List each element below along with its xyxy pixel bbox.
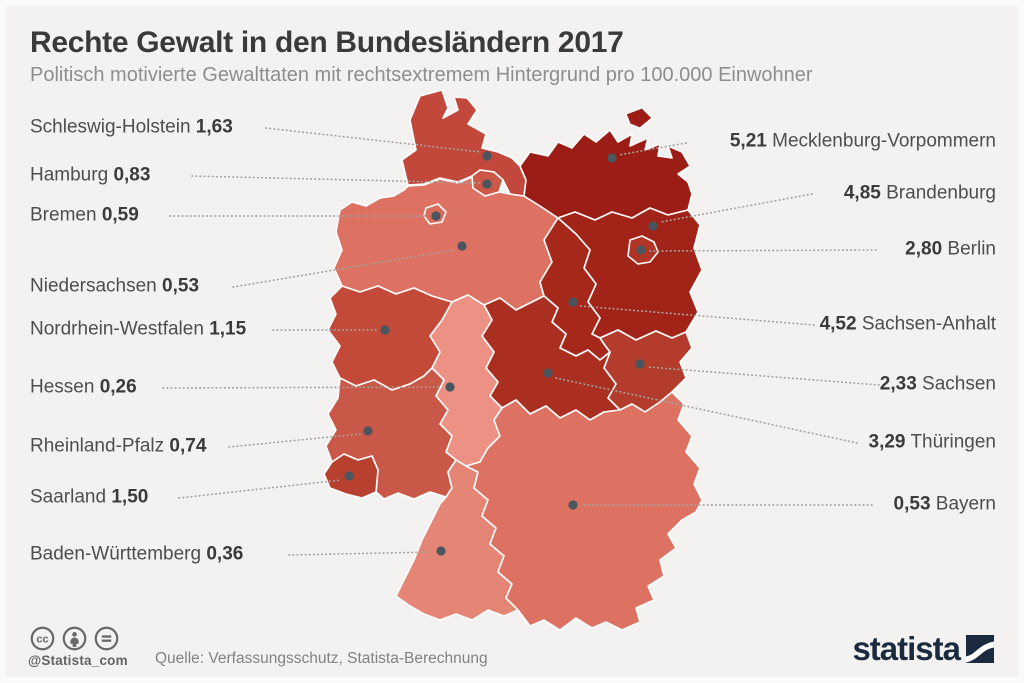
state-dot-hamburg: [482, 179, 492, 189]
state-value: 2,80: [905, 238, 943, 260]
svg-text:cc: cc: [36, 633, 48, 645]
leader-line-schleswig-holstein: [265, 127, 482, 153]
state-name: Mecklenburg-Vorpommern: [772, 130, 996, 152]
state-dot-nordrhein-westfalen: [380, 325, 390, 335]
state-name: Nordrhein-Westfalen: [30, 318, 204, 340]
license-icons: cc: [30, 626, 119, 651]
leader-line-baden-wuerttemberg: [288, 551, 433, 556]
state-label-hessen: Hessen 0,26: [30, 376, 137, 399]
state-name: Brandenburg: [886, 182, 996, 204]
leader-line-berlin: [649, 249, 877, 252]
subtitle: Politisch motivierte Gewalttaten mit rec…: [30, 64, 813, 86]
state-name: Hamburg: [30, 164, 109, 186]
state-label-saarland: Saarland 1,50: [30, 486, 149, 509]
state-label-bremen: Bremen 0,59: [30, 204, 139, 227]
cc-attribution-icon: [62, 626, 87, 651]
state-dot-hessen: [445, 382, 455, 392]
state-name: Sachsen-Anhalt: [861, 313, 996, 335]
state-label-hamburg: Hamburg 0,83: [30, 164, 151, 187]
state-value: 1,50: [111, 486, 149, 508]
leader-line-hessen: [162, 386, 442, 389]
state-dot-niedersachsen: [457, 241, 467, 251]
statista-logo-text: statista: [852, 630, 961, 667]
state-label-brandenburg: 4,85 Brandenburg: [843, 182, 996, 205]
state-islands-mecklenburg-vorpommern: [625, 107, 653, 129]
state-label-bayern: 0,53 Bayern: [893, 493, 996, 516]
state-dot-saarland: [344, 471, 354, 481]
state-value: 3,29: [868, 431, 906, 453]
state-shape-schleswig-holstein: [401, 89, 527, 197]
state-dot-bayern: [568, 500, 578, 510]
state-dot-schleswig-holstein: [482, 151, 492, 161]
state-name: Hessen: [30, 376, 95, 398]
state-name: Thüringen: [910, 431, 996, 453]
state-name: Berlin: [947, 238, 996, 260]
state-value: 4,52: [819, 313, 857, 335]
leader-line-brandenburg: [660, 193, 813, 223]
state-value: 0,83: [113, 164, 151, 186]
state-dot-brandenburg: [648, 221, 658, 231]
state-name: Sachsen: [922, 373, 996, 395]
state-label-rheinland-pfalz: Rheinland-Pfalz 0,74: [30, 435, 207, 458]
state-label-sachsen: 2,33 Sachsen: [879, 373, 996, 396]
leader-line-mecklenburg-vorpommern: [618, 142, 687, 156]
state-name: Niedersachsen: [30, 275, 157, 297]
state-shape-bayern: [465, 391, 703, 631]
state-label-nordrhein-westfalen: Nordrhein-Westfalen 1,15: [30, 318, 247, 341]
state-label-sachsen-anhalt: 4,52 Sachsen-Anhalt: [819, 313, 996, 336]
state-dot-sachsen: [635, 359, 645, 369]
state-name: Baden-Württemberg: [30, 543, 202, 565]
state-dot-berlin: [636, 245, 646, 255]
state-dot-sachsen-anhalt: [568, 297, 578, 307]
state-value: 4,85: [843, 182, 881, 204]
state-dot-baden-wuerttemberg: [436, 546, 446, 556]
state-value: 0,53: [162, 275, 200, 297]
cc-nd-icon: [94, 626, 119, 651]
state-label-schleswig-holstein: Schleswig-Holstein 1,63: [30, 116, 233, 139]
statista-handle[interactable]: @Statista_com: [28, 653, 128, 668]
state-value: 5,21: [729, 130, 767, 152]
state-dot-thueringen: [543, 368, 553, 378]
state-dot-mecklenburg-vorpommern: [607, 153, 617, 163]
source-text: Quelle: Verfassungsschutz, Statista-Bere…: [155, 650, 488, 667]
state-value: 1,63: [195, 116, 233, 138]
state-label-niedersachsen: Niedersachsen 0,53: [30, 275, 200, 298]
state-label-berlin: 2,80 Berlin: [905, 238, 996, 261]
state-label-mecklenburg-vorpommern: 5,21 Mecklenburg-Vorpommern: [729, 130, 996, 153]
state-shape-mecklenburg-vorpommern: [519, 129, 693, 221]
state-dot-bremen: [431, 211, 441, 221]
state-value: 2,33: [879, 373, 917, 395]
state-value: 0,53: [893, 493, 931, 515]
state-value: 1,15: [209, 318, 247, 340]
state-name: Rheinland-Pfalz: [30, 435, 165, 457]
statista-logo[interactable]: statista: [852, 632, 994, 665]
state-label-baden-wuerttemberg: Baden-Württemberg 0,36: [30, 543, 244, 566]
state-name: Bremen: [30, 204, 97, 226]
state-value: 0,74: [169, 435, 207, 457]
state-name: Saarland: [30, 486, 107, 508]
cc-icon: cc: [30, 626, 55, 651]
leader-line-hamburg: [191, 175, 481, 184]
leader-line-rheinland-pfalz: [228, 433, 361, 448]
state-name: Bayern: [935, 493, 996, 515]
leader-line-sachsen: [647, 366, 880, 386]
page-title: Rechte Gewalt in den Bundesländern 2017: [30, 26, 624, 59]
state-name: Schleswig-Holstein: [30, 116, 191, 138]
state-label-thueringen: 3,29 Thüringen: [868, 431, 996, 454]
leader-line-niedersachsen: [232, 249, 455, 288]
state-dot-rheinland-pfalz: [363, 426, 373, 436]
state-value: 0,36: [206, 543, 244, 565]
statista-logo-icon: [966, 634, 994, 663]
state-value: 0,59: [101, 204, 139, 226]
state-value: 0,26: [99, 376, 137, 398]
leader-line-saarland: [178, 479, 342, 499]
